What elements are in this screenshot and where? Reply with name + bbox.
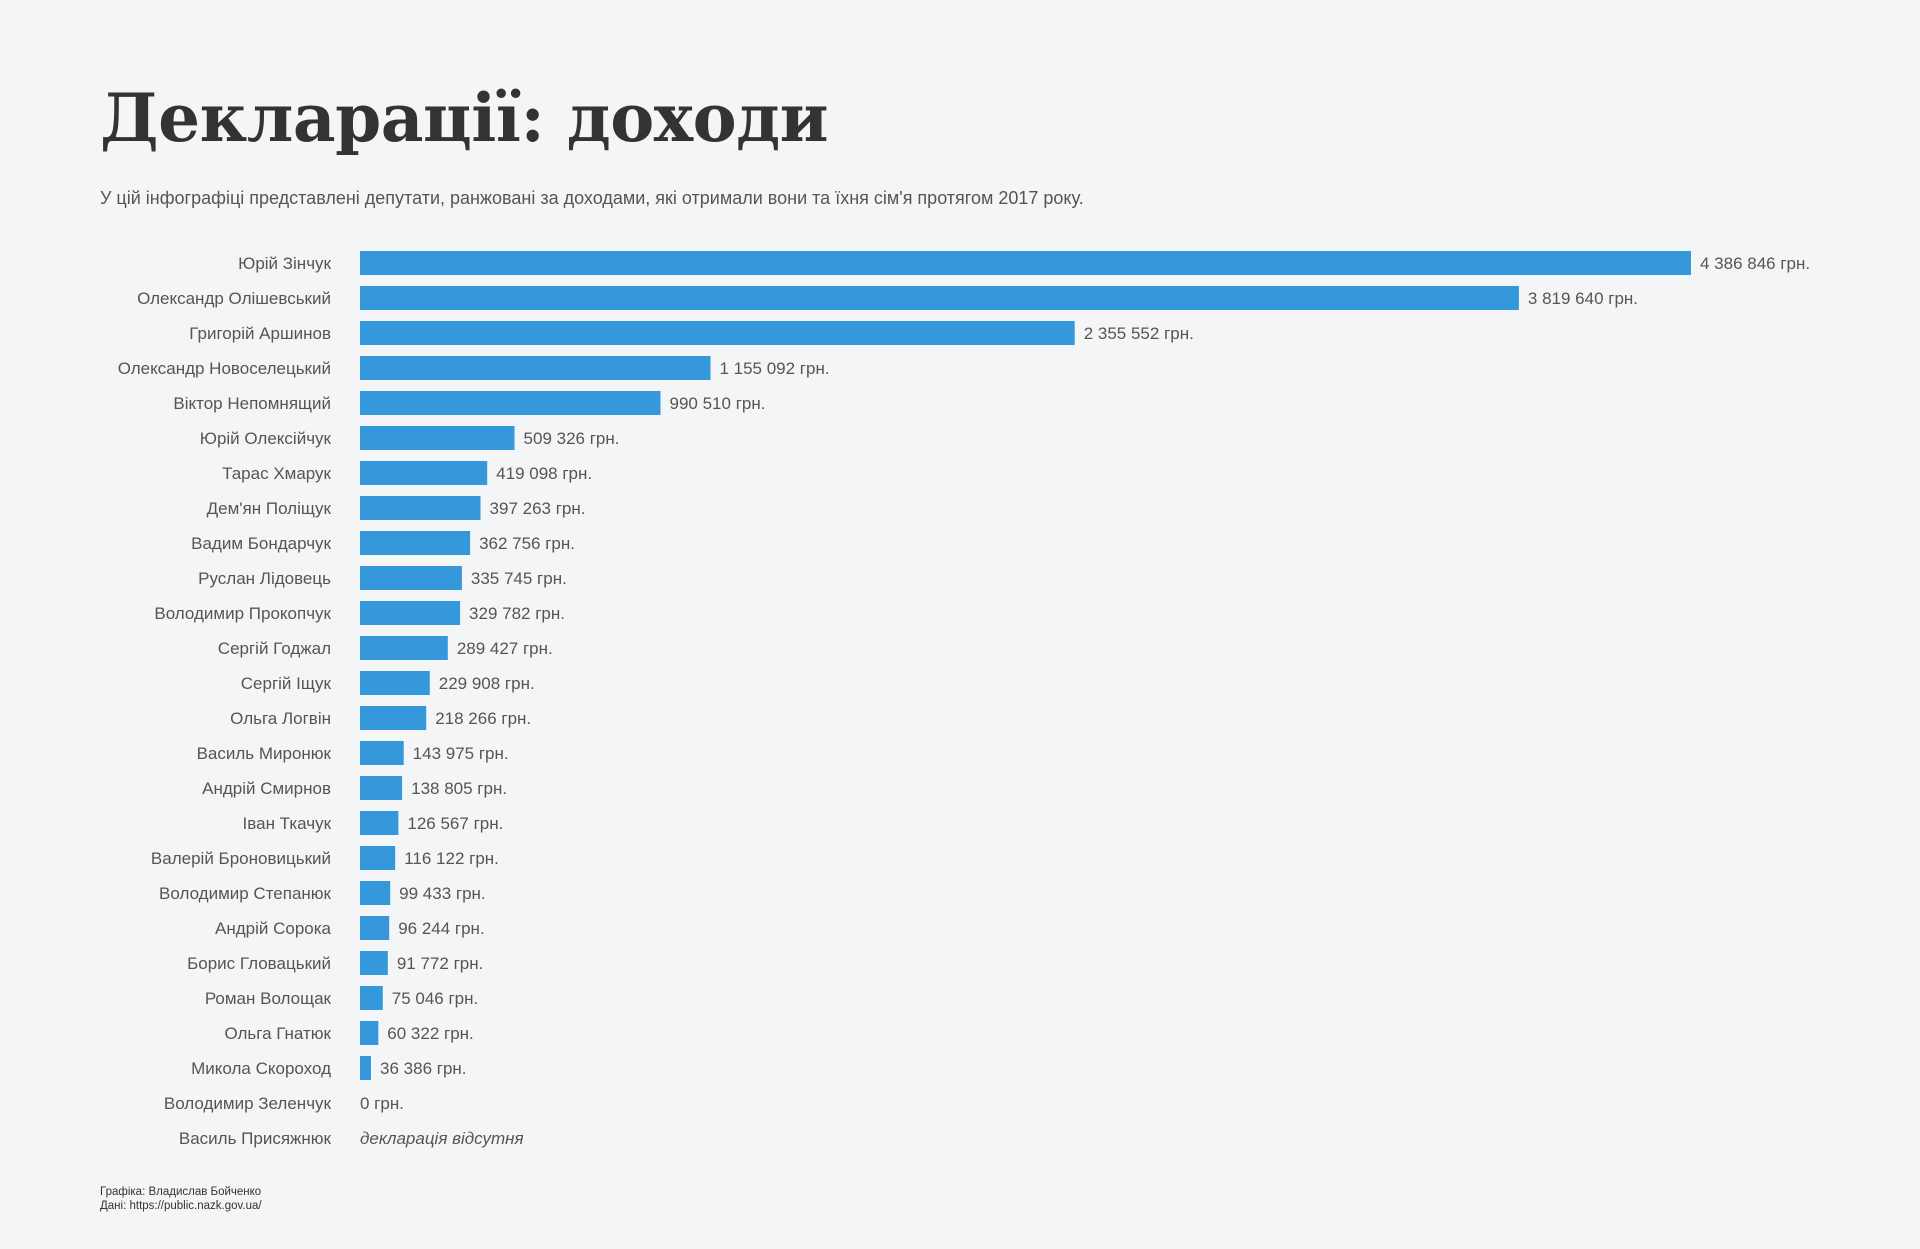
category-label: Дем'ян Поліщук: [207, 499, 332, 518]
income-bar: [360, 741, 404, 765]
category-label: Володимир Степанюк: [159, 884, 332, 903]
income-bar: [360, 496, 481, 520]
income-bar: [360, 1021, 379, 1045]
value-label: 91 772 грн.: [397, 954, 484, 973]
value-label: 99 433 грн.: [399, 884, 486, 903]
category-label: Олександр Новоселецький: [118, 359, 331, 378]
income-bar: [360, 986, 383, 1010]
category-label: Ольга Логвін: [230, 709, 331, 728]
income-bar: [360, 1056, 371, 1080]
category-label: Роман Волощак: [205, 989, 332, 1008]
page-title: Декларації: доходи: [100, 79, 829, 157]
category-label: Сергій Годжал: [218, 639, 331, 658]
category-label: Юрій Олексійчук: [200, 429, 332, 448]
income-bar: [360, 391, 661, 415]
income-bar: [360, 461, 488, 485]
income-bar: [360, 426, 515, 450]
category-label: Руслан Лідовець: [198, 569, 331, 588]
income-bar: [360, 776, 403, 800]
category-label: Вадим Бондарчук: [191, 534, 331, 553]
value-label: 143 975 грн.: [413, 744, 509, 763]
value-label: 60 322 грн.: [387, 1024, 474, 1043]
value-label: 75 046 грн.: [392, 989, 479, 1008]
category-label: Олександр Олішевський: [137, 289, 331, 308]
income-bar: [360, 811, 399, 835]
category-label: Андрій Сорока: [215, 919, 332, 938]
page-subtitle: У цій інфографіці представлені депутати,…: [100, 188, 1084, 208]
value-label: декларація відсутня: [360, 1129, 524, 1148]
value-label: 1 155 092 грн.: [719, 359, 829, 378]
category-label: Іван Ткачук: [243, 814, 332, 833]
value-label: 36 386 грн.: [380, 1059, 467, 1078]
data-source: Дані: https://public.nazk.gov.ua/: [100, 1200, 262, 1212]
category-label: Григорій Аршинов: [189, 324, 331, 343]
income-bar-chart: Юрій Зінчук 4 386 846 грн. Олександр Оліше…: [118, 251, 1810, 1148]
income-bar: [360, 951, 388, 975]
category-label: Юрій Зінчук: [238, 254, 331, 273]
value-label: 362 756 грн.: [479, 534, 575, 553]
value-label: 2 355 552 грн.: [1084, 324, 1194, 343]
income-bar: [360, 566, 462, 590]
category-label: Андрій Смирнов: [202, 779, 331, 798]
category-label: Сергій Іщук: [241, 674, 332, 693]
value-label: 218 266 грн.: [435, 709, 531, 728]
value-label: 126 567 грн.: [407, 814, 503, 833]
value-label: 138 805 грн.: [411, 779, 507, 798]
income-bar: [360, 706, 427, 730]
category-label: Василь Миронюк: [197, 744, 332, 763]
value-label: 3 819 640 грн.: [1528, 289, 1638, 308]
category-label: Василь Присяжнюк: [179, 1129, 332, 1148]
income-bar: [360, 601, 461, 625]
value-label: 96 244 грн.: [398, 919, 485, 938]
value-label: 116 122 грн.: [404, 849, 499, 868]
value-label: 509 326 грн.: [524, 429, 620, 448]
value-label: 335 745 грн.: [471, 569, 567, 588]
graphics-credit: Графіка: Владислав Бойченко: [100, 1186, 262, 1198]
value-label: 289 427 грн.: [457, 639, 553, 658]
income-bar: [360, 286, 1519, 310]
income-bar: [360, 846, 396, 870]
income-bar: [360, 321, 1075, 345]
income-bar: [360, 916, 390, 940]
income-bar: [360, 531, 471, 555]
category-label: Тарас Хмарук: [222, 464, 331, 483]
income-bar: [360, 671, 430, 695]
value-label: 329 782 грн.: [469, 604, 565, 623]
value-label: 419 098 грн.: [496, 464, 592, 483]
category-label: Борис Гловацький: [187, 954, 331, 973]
value-label: 397 263 грн.: [490, 499, 586, 518]
value-label: 229 908 грн.: [439, 674, 535, 693]
income-bar: [360, 251, 1691, 275]
category-label: Микола Скороход: [191, 1059, 331, 1078]
income-bar: [360, 636, 448, 660]
footer: Графіка: Владислав Бойченко Дані: https:…: [100, 1185, 262, 1213]
category-label: Віктор Непомнящий: [173, 394, 331, 413]
category-label: Валерій Броновицький: [151, 849, 331, 868]
category-label: Володимир Зеленчук: [164, 1094, 332, 1113]
income-bar: [360, 881, 391, 905]
income-bar: [360, 356, 711, 380]
value-label: 4 386 846 грн.: [1700, 254, 1810, 273]
value-label: 990 510 грн.: [670, 394, 766, 413]
category-label: Володимир Прокопчук: [154, 604, 331, 623]
category-label: Ольга Гнатюк: [224, 1024, 331, 1043]
value-label: 0 грн.: [360, 1094, 404, 1113]
